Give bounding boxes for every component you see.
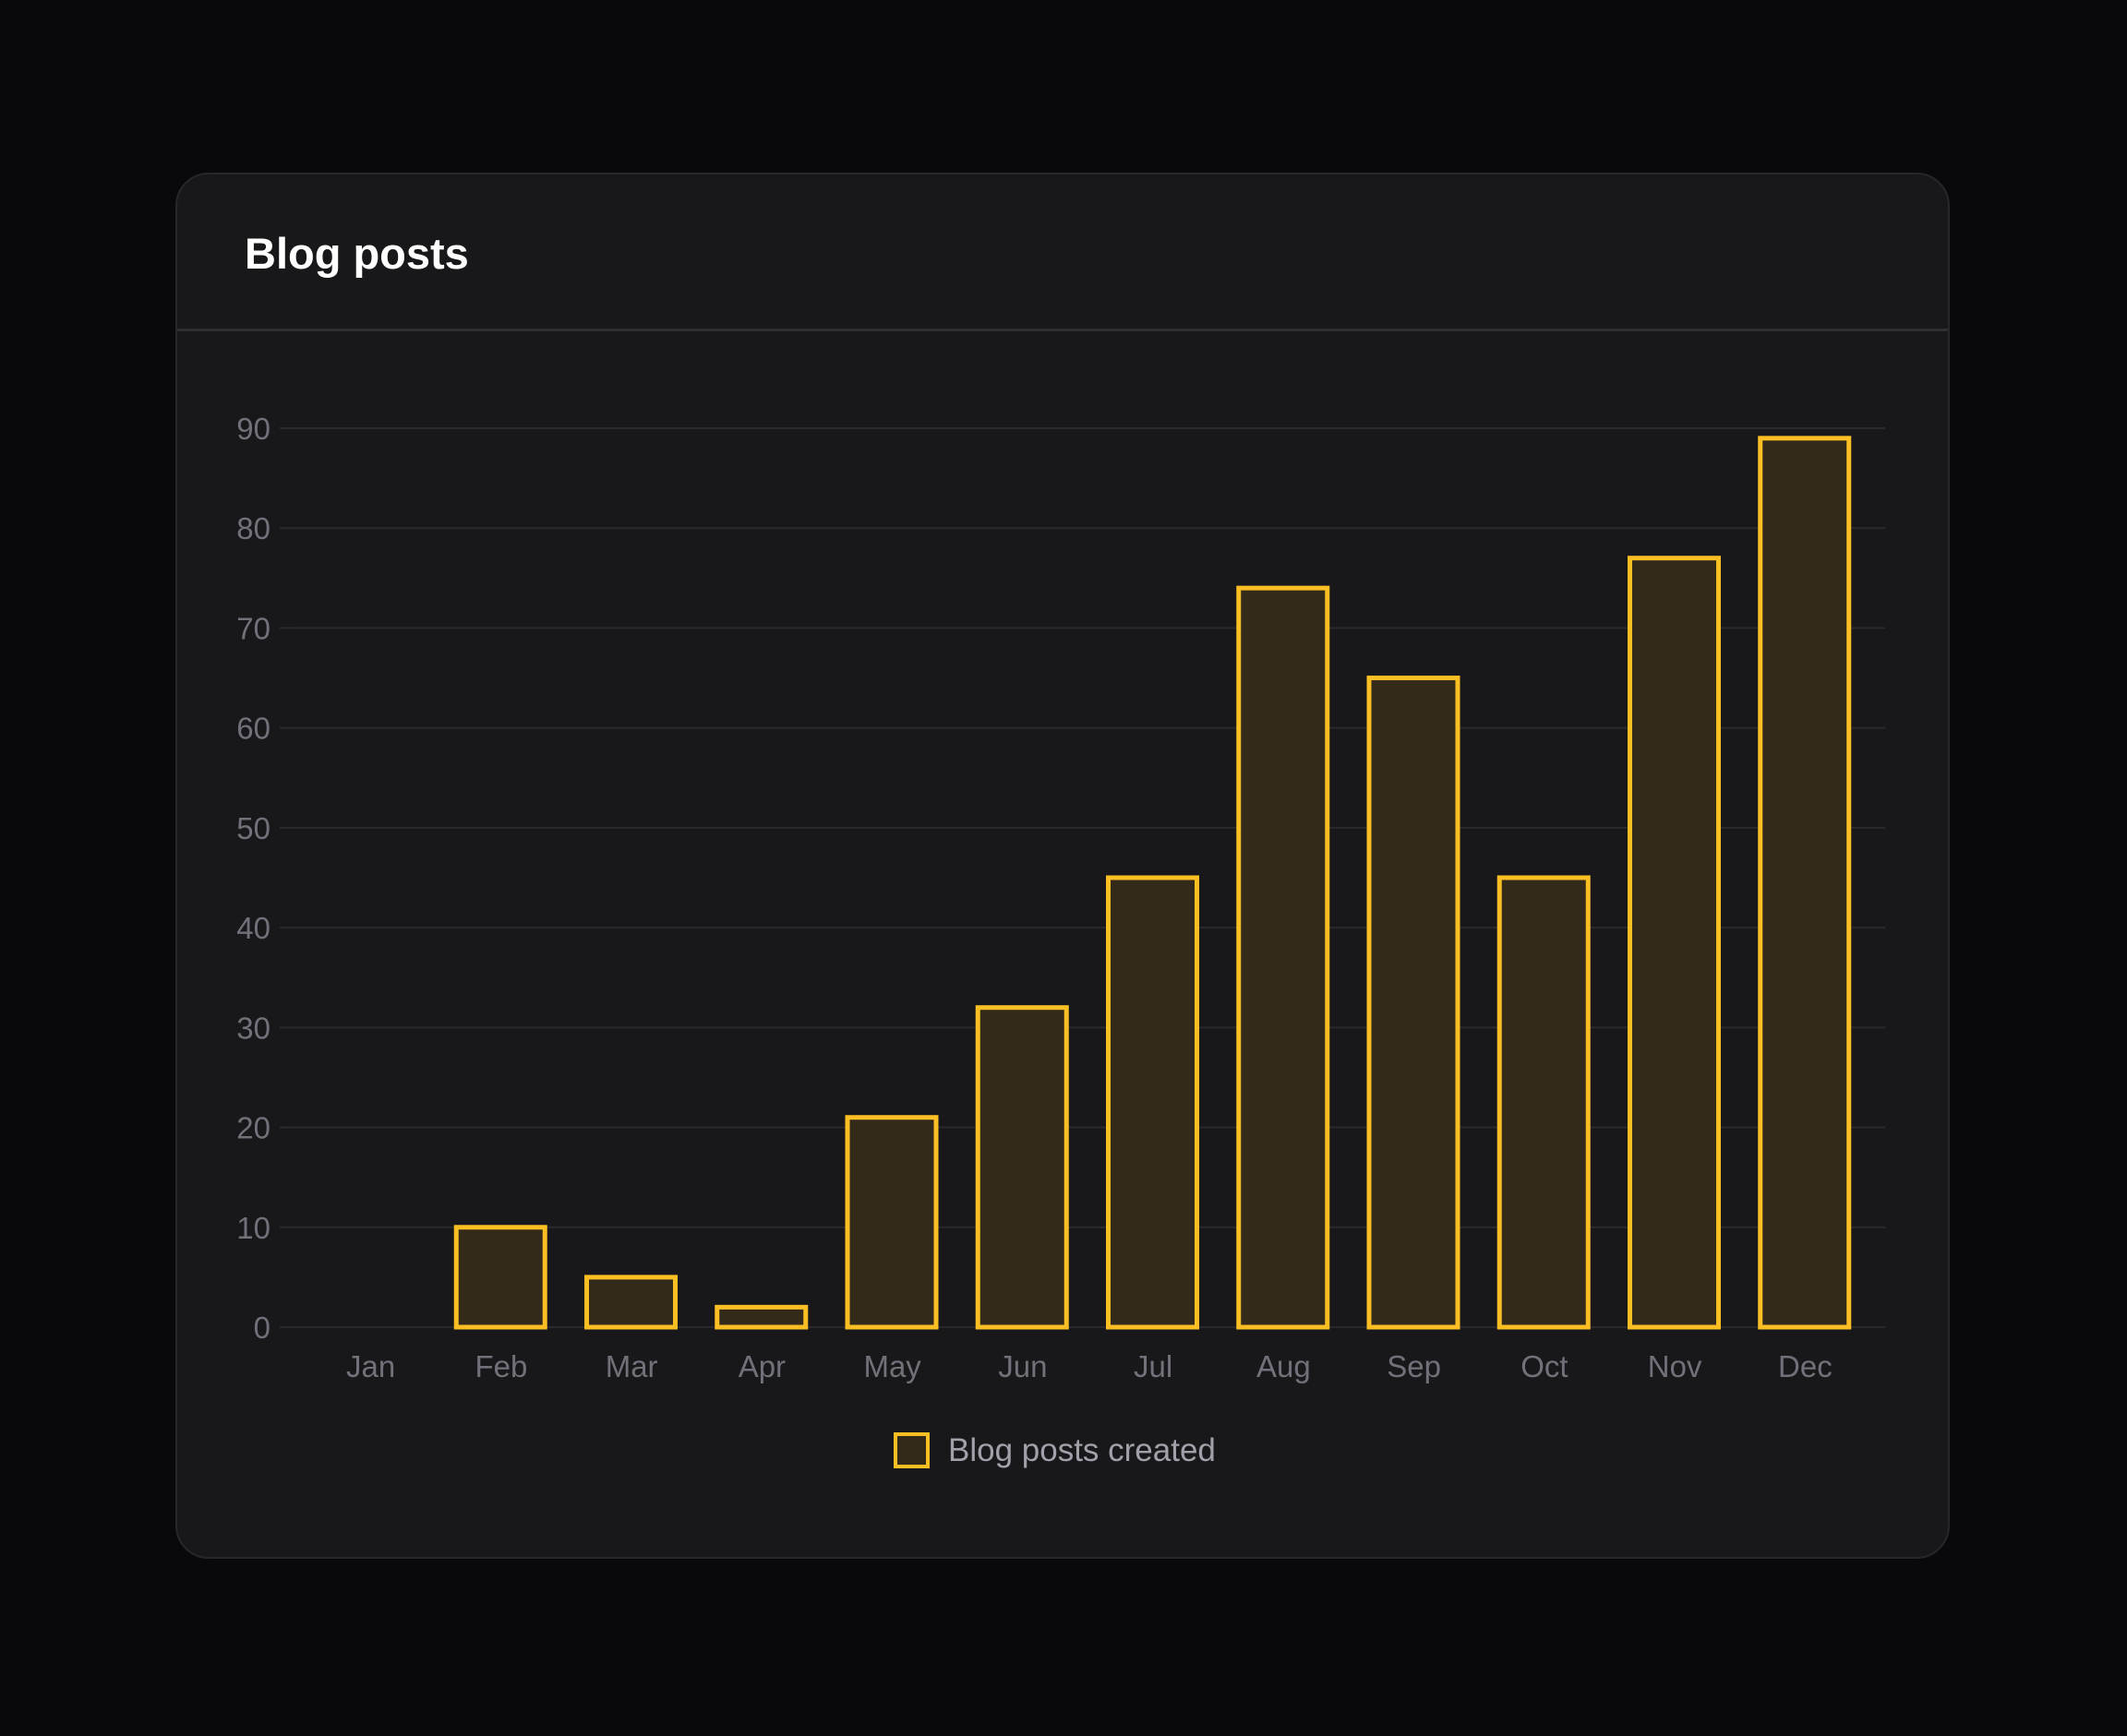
y-tick-label: 80: [236, 511, 270, 545]
bar-may[interactable]: [845, 1115, 939, 1330]
bar-aug[interactable]: [1236, 585, 1330, 1330]
bars: [453, 436, 1852, 1330]
grid-lines: [293, 427, 1885, 1328]
y-tick-label: 0: [254, 1311, 270, 1345]
x-tick-label: May: [863, 1349, 921, 1383]
x-tick-label: Oct: [1520, 1349, 1568, 1383]
x-tick-label: Apr: [739, 1349, 786, 1383]
card-header: Blog posts: [177, 174, 1948, 331]
bar-dec[interactable]: [1758, 436, 1852, 1330]
y-tick-label: 10: [236, 1211, 270, 1245]
y-tick-label: 40: [236, 911, 270, 945]
x-tick-label: Jul: [1134, 1349, 1172, 1383]
bar-nov[interactable]: [1628, 556, 1721, 1330]
x-tick-label: Aug: [1256, 1349, 1311, 1383]
legend[interactable]: Blog posts created: [894, 1432, 1216, 1468]
bar-jul[interactable]: [1106, 875, 1199, 1330]
legend-swatch-icon: [894, 1432, 930, 1468]
bar-feb[interactable]: [453, 1225, 547, 1330]
x-axis-ticks: Jan Feb Mar Apr May Jun Jul Aug Sep Oct Nov Dec: [346, 1349, 1833, 1383]
card-title: Blog posts: [245, 229, 469, 278]
bar-apr[interactable]: [715, 1304, 809, 1330]
x-tick-label: Jun: [998, 1349, 1047, 1383]
y-axis-ticks: 0 10 20 30 40 50 60 70 80 90: [236, 412, 293, 1345]
legend-label: Blog posts created: [948, 1432, 1216, 1468]
x-tick-label: Jan: [346, 1349, 395, 1383]
y-tick-label: 50: [236, 811, 270, 845]
y-tick-label: 20: [236, 1111, 270, 1145]
x-tick-label: Dec: [1778, 1349, 1833, 1383]
x-tick-label: Sep: [1387, 1349, 1441, 1383]
y-tick-label: 90: [236, 412, 270, 446]
bar-jun[interactable]: [975, 1005, 1069, 1330]
bar-mar[interactable]: [584, 1275, 678, 1330]
bar-oct[interactable]: [1496, 875, 1591, 1330]
x-tick-label: Nov: [1648, 1349, 1702, 1383]
bar-chart: 0 10 20 30 40 50 60 70 80 90 Jan Feb Mar Apr May Jun Ju…: [236, 412, 1885, 1468]
chart-card: Blog posts 0 10 20 30 40 50 60 70 80 90 Jan Feb Mar…: [175, 173, 1950, 1559]
x-tick-label: Mar: [606, 1349, 658, 1383]
x-tick-label: Feb: [475, 1349, 527, 1383]
y-tick-label: 60: [236, 712, 270, 746]
y-tick-label: 70: [236, 611, 270, 645]
y-tick-label: 30: [236, 1011, 270, 1045]
bar-sep[interactable]: [1366, 676, 1460, 1330]
